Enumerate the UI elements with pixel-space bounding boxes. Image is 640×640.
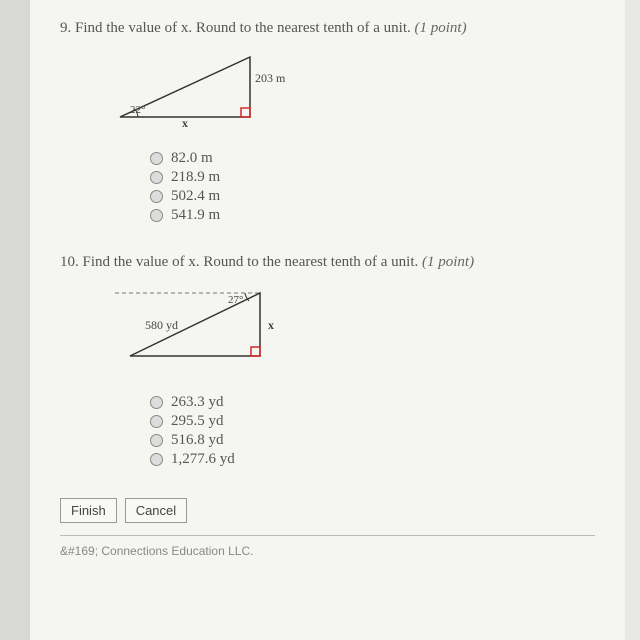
q10-option-3-label: 1,277.6 yd bbox=[171, 451, 235, 468]
radio-icon bbox=[150, 453, 163, 466]
form-buttons: Finish Cancel bbox=[60, 498, 595, 523]
q9-base-label: x bbox=[182, 116, 188, 127]
q10-option-0[interactable]: 263.3 yd bbox=[150, 394, 595, 411]
q9-option-2-label: 502.4 m bbox=[171, 188, 220, 205]
question-9: 9. Find the value of x. Round to the nea… bbox=[60, 20, 595, 224]
question-10: 10. Find the value of x. Round to the ne… bbox=[60, 254, 595, 468]
q10-option-1-label: 295.5 yd bbox=[171, 413, 224, 430]
q10-number: 10. bbox=[60, 254, 79, 270]
q10-diagram: 27° 580 yd x bbox=[110, 281, 595, 376]
q10-angle-label: 27° bbox=[228, 294, 243, 306]
q10-points: (1 point) bbox=[422, 254, 474, 270]
radio-icon bbox=[150, 209, 163, 222]
q10-side-label: x bbox=[268, 318, 274, 332]
q9-option-3-label: 541.9 m bbox=[171, 207, 220, 224]
q10-option-2-label: 516.8 yd bbox=[171, 432, 224, 449]
finish-button[interactable]: Finish bbox=[60, 498, 117, 523]
q9-option-3[interactable]: 541.9 m bbox=[150, 207, 595, 224]
radio-icon bbox=[150, 415, 163, 428]
q9-option-2[interactable]: 502.4 m bbox=[150, 188, 595, 205]
q9-options: 82.0 m 218.9 m 502.4 m 541.9 m bbox=[150, 150, 595, 224]
radio-icon bbox=[150, 190, 163, 203]
q10-prompt: Find the value of x. Round to the neares… bbox=[83, 254, 419, 270]
q9-points: (1 point) bbox=[415, 20, 467, 36]
q10-hyp-label: 580 yd bbox=[145, 318, 178, 332]
q9-option-0-label: 82.0 m bbox=[171, 150, 213, 167]
q9-option-1-label: 218.9 m bbox=[171, 169, 220, 186]
radio-icon bbox=[150, 171, 163, 184]
question-9-text: 9. Find the value of x. Round to the nea… bbox=[60, 20, 595, 37]
page-content: 9. Find the value of x. Round to the nea… bbox=[30, 0, 625, 640]
q10-options: 263.3 yd 295.5 yd 516.8 yd 1,277.6 yd bbox=[150, 394, 595, 468]
q9-option-1[interactable]: 218.9 m bbox=[150, 169, 595, 186]
q9-diagram: 22° 203 m x bbox=[110, 47, 595, 132]
q9-angle-label: 22° bbox=[130, 104, 145, 116]
q10-triangle-svg: 27° 580 yd x bbox=[110, 281, 300, 371]
radio-icon bbox=[150, 396, 163, 409]
q9-number: 9. bbox=[60, 20, 71, 36]
q9-prompt: Find the value of x. Round to the neares… bbox=[75, 20, 411, 36]
q9-option-0[interactable]: 82.0 m bbox=[150, 150, 595, 167]
question-10-text: 10. Find the value of x. Round to the ne… bbox=[60, 254, 595, 271]
cancel-button[interactable]: Cancel bbox=[125, 498, 187, 523]
copyright-text: &#169; Connections Education LLC. bbox=[60, 536, 595, 566]
q10-option-0-label: 263.3 yd bbox=[171, 394, 224, 411]
q9-triangle-svg: 22° 203 m x bbox=[110, 47, 290, 127]
q9-opposite-label: 203 m bbox=[255, 71, 286, 85]
q10-option-1[interactable]: 295.5 yd bbox=[150, 413, 595, 430]
radio-icon bbox=[150, 152, 163, 165]
q10-option-3[interactable]: 1,277.6 yd bbox=[150, 451, 595, 468]
q10-option-2[interactable]: 516.8 yd bbox=[150, 432, 595, 449]
radio-icon bbox=[150, 434, 163, 447]
